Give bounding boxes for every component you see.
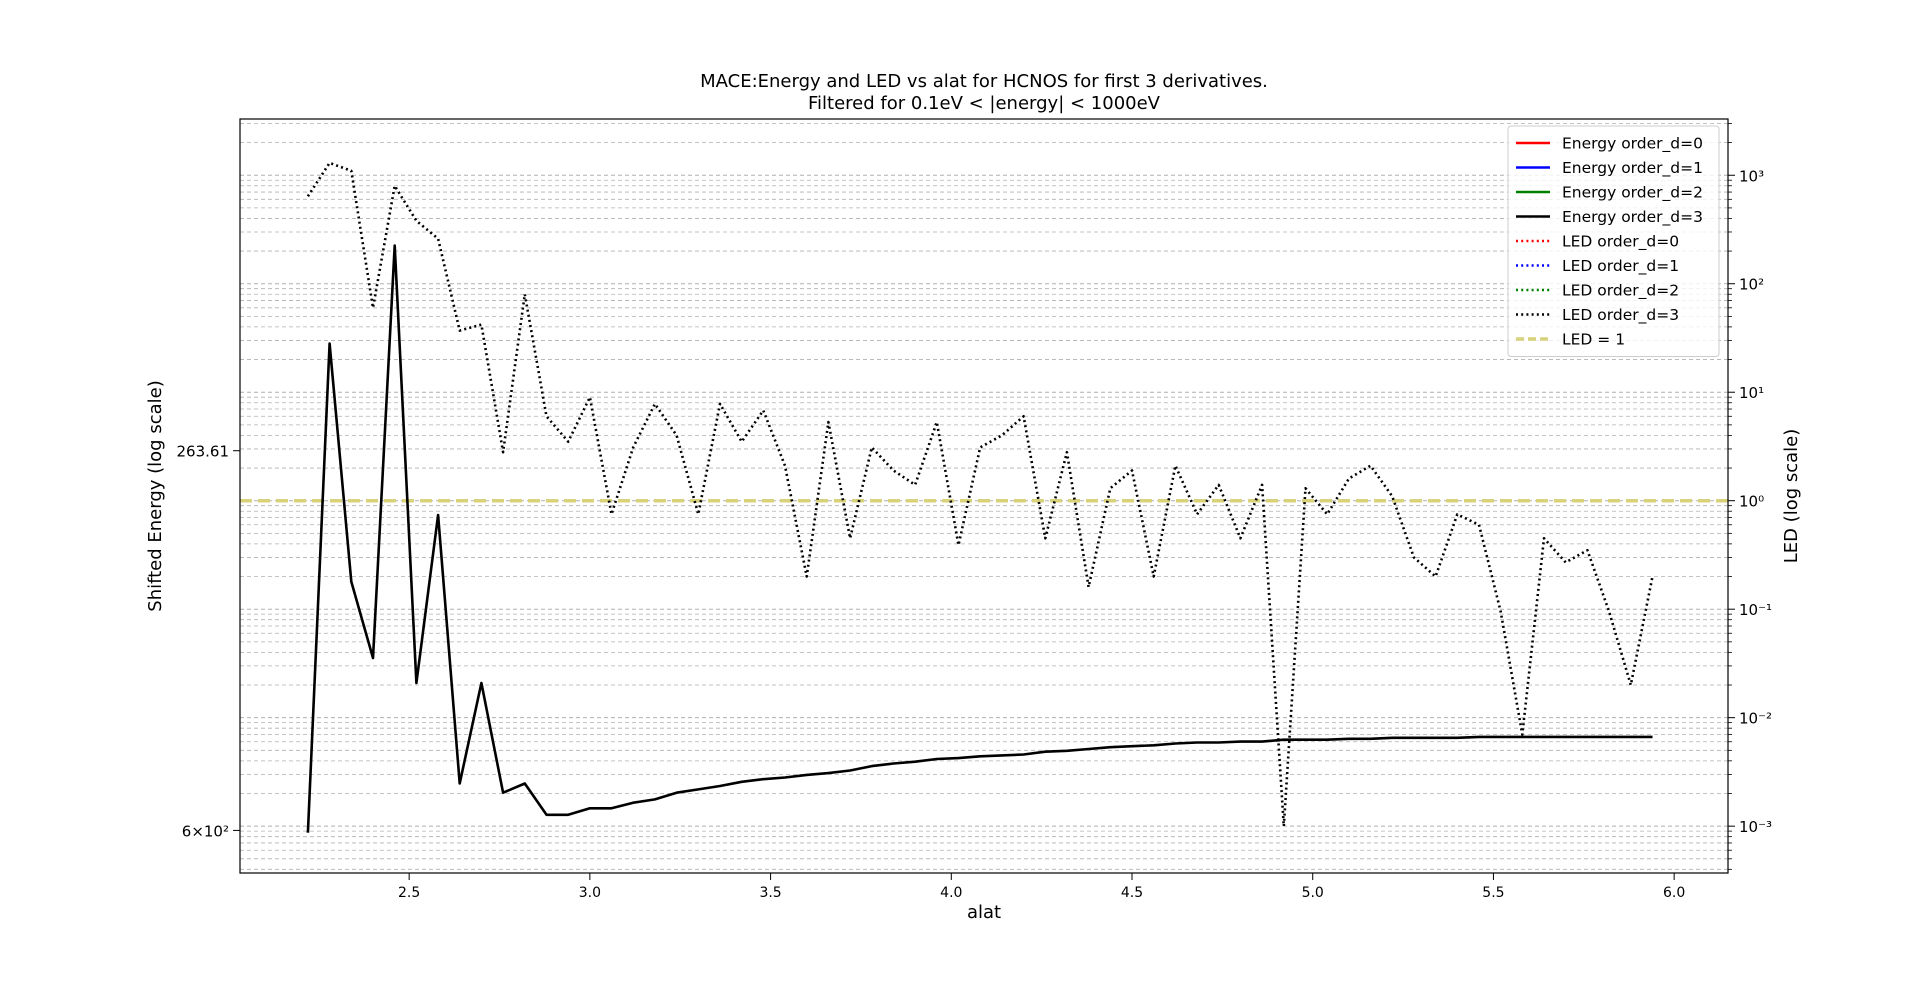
y2-tick-label: 10⁻² xyxy=(1739,710,1772,728)
plot-area xyxy=(240,161,1728,833)
chart-subtitle: Filtered for 0.1eV < |energy| < 1000eV xyxy=(808,93,1161,114)
legend-label: LED order_d=3 xyxy=(1562,306,1679,325)
x-tick-label: 2.5 xyxy=(398,885,420,901)
legend-label: LED = 1 xyxy=(1562,331,1625,349)
y2-axis-label: LED (log scale) xyxy=(1781,429,1802,564)
y2-tick-label: 10² xyxy=(1739,276,1764,294)
legend-label: LED order_d=1 xyxy=(1562,257,1679,276)
chart-title: MACE:Energy and LED vs alat for HCNOS fo… xyxy=(700,71,1268,92)
y-axis-label: Shifted Energy (log scale) xyxy=(145,380,166,611)
y2-tick-label: 10³ xyxy=(1739,167,1764,185)
x-tick-label: 4.5 xyxy=(1121,885,1143,901)
y2-tick-label: 10⁰ xyxy=(1739,493,1764,511)
x-axis-label: alat xyxy=(967,902,1001,923)
y-tick-label: 6×10² xyxy=(182,822,229,840)
x-tick-label: 4.0 xyxy=(940,885,962,901)
y2-tick-label: 10⁻³ xyxy=(1739,818,1772,836)
axes: 10⁻³ 10⁻² 10⁻¹ 10⁰ 10¹ 10² 10³ 263.61 6×10² 2.5 3.… xyxy=(177,123,1772,901)
grid xyxy=(240,123,1728,870)
y2-tick-label: 10¹ xyxy=(1739,384,1764,402)
x-tick-label: 3.5 xyxy=(759,885,781,901)
y2-tick-label: 10⁻¹ xyxy=(1739,601,1772,619)
series-line xyxy=(306,244,1653,833)
legend-label: Energy order_d=3 xyxy=(1562,208,1703,227)
x-tick-label: 6.0 xyxy=(1663,885,1685,901)
x-tick-label: 5.5 xyxy=(1482,885,1504,901)
series-line xyxy=(306,161,1654,828)
legend-box xyxy=(1507,125,1720,357)
legend-label: Energy order_d=1 xyxy=(1562,159,1703,178)
x-tick-label: 5.0 xyxy=(1302,885,1324,901)
plot-frame xyxy=(239,118,1729,874)
y-tick-label: 263.61 xyxy=(177,443,230,461)
legend-label: Energy order_d=0 xyxy=(1562,135,1703,154)
x-tick-label: 3.0 xyxy=(579,885,601,901)
legend-label: LED order_d=2 xyxy=(1562,282,1679,301)
legend-label: LED order_d=0 xyxy=(1562,233,1679,252)
legend: Energy order_d=0 Energy order_d=1 Energy o… xyxy=(1507,125,1720,357)
legend-label: Energy order_d=2 xyxy=(1562,184,1703,203)
